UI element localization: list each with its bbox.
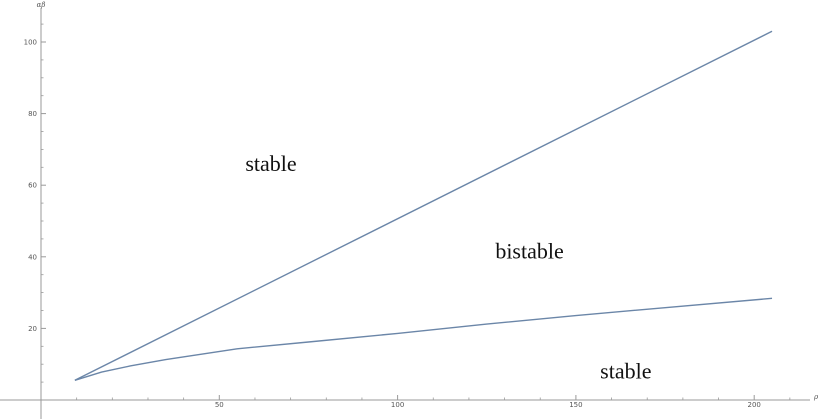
y-tick-label: 60 [28,182,37,190]
x-tick-label: 150 [569,401,582,409]
y-axis-label: αβ [37,1,46,9]
region-label-2: bistable [495,239,563,264]
series-layer [74,30,773,381]
y-tick-label: 20 [28,325,37,333]
x-tick-label: 50 [215,401,224,409]
y-tick-label: 40 [28,253,37,261]
x-tick-label: 200 [748,401,761,409]
region-label-3: stable [600,359,651,384]
x-axis-label: ρ [813,393,819,401]
series-line-2 [74,297,773,381]
x-tick-label: 100 [391,401,404,409]
series-line-1 [74,30,773,381]
y-tick-label: 80 [28,110,37,118]
annotation-layer: stable bistable stable [245,151,651,384]
region-label-1: stable [245,151,296,176]
y-tick-label: 100 [24,39,37,47]
